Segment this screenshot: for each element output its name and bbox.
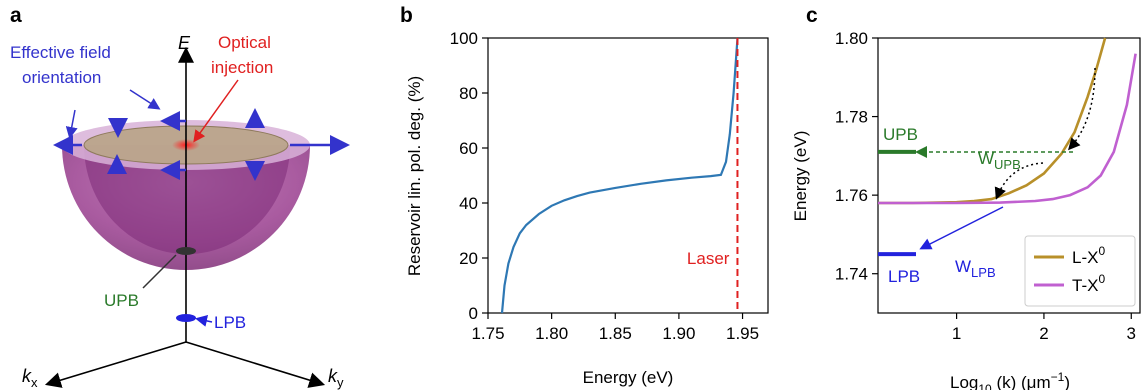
legend-label-l-x0: L-X0 [1072, 244, 1105, 267]
panel-b: b 1.75 1.80 1.85 1.90 1.95 0 20 40 60 80 100 Laser… [400, 4, 769, 387]
relax-arrow-upper [1068, 67, 1096, 151]
optical-label-line2: injection [211, 58, 273, 77]
plot-b-ytick-label: 60 [459, 139, 478, 158]
laser-label: Laser [687, 249, 730, 268]
plot-c-series-t-x0 [878, 53, 1137, 205]
inner-bowl-shape [84, 145, 290, 255]
plot-b-ytick-label: 100 [450, 29, 478, 48]
upb-dot [176, 247, 196, 255]
plot-c-ytick-label: 1.76 [835, 186, 868, 205]
kx-axis [44, 341, 187, 388]
plot-b-ytick-label: 0 [469, 304, 478, 323]
upb-label: UPB [104, 291, 139, 310]
plot-c-legend: L-X0 T-X0 [1024, 235, 1136, 307]
panel-b-label: b [400, 4, 413, 27]
panel-a: a E kx ky [10, 4, 350, 390]
plot-c-ytick-label: 1.80 [835, 29, 868, 48]
field-arrows [53, 108, 350, 181]
lpb-dot [176, 314, 196, 322]
plot-c-xlabel: Log10 (k) (μm−1) [950, 370, 1070, 390]
lpb-label: LPB [214, 313, 246, 332]
w-lpb-arrow [919, 206, 1004, 250]
ky-axis [185, 341, 326, 388]
ky-label: ky [328, 366, 344, 390]
plot-c-ytick-label: 1.74 [835, 265, 868, 284]
plot-b-xtick-label: 1.90 [662, 324, 695, 343]
plot-c-xtick-label: 3 [1127, 324, 1136, 343]
plot-b-ytick-label: 40 [459, 194, 478, 213]
plot-b-xtick-label: 1.85 [599, 324, 632, 343]
optical-label-line1: Optical [218, 33, 271, 52]
effective-field-label-line1: Effective field [10, 43, 111, 62]
legend-label-t-x0: T-X0 [1072, 272, 1105, 295]
relax-arrow-lower [994, 162, 1044, 200]
kx-label: kx [22, 366, 38, 390]
plot-b-xtick-label: 1.80 [535, 324, 568, 343]
plot-c-frame [877, 37, 1141, 314]
injection-pointer-arrow [193, 79, 239, 143]
legend-box [1024, 235, 1136, 307]
c-lpb-label: LPB [888, 267, 920, 286]
plot-b-xlabel: Energy (eV) [583, 368, 674, 387]
field-pointer-arrow-right [129, 89, 161, 110]
plot-b-ytick-label: 20 [459, 249, 478, 268]
plot-b-xtick-label: 1.95 [726, 324, 759, 343]
upb-pointer [142, 254, 177, 289]
plot-c-ylabel: Energy (eV) [791, 131, 810, 222]
plot-b-series-line [500, 37, 739, 314]
plot-b-ylabel: Reservoir lin. pol. deg. (%) [405, 76, 424, 276]
w-lpb-label: WLPB [955, 257, 996, 280]
plot-c-xtick-label: 1 [952, 324, 961, 343]
plot-b-xtick-label: 1.75 [471, 324, 504, 343]
effective-field-label-line2: orientation [22, 68, 101, 87]
field-pointer-arrow-left [65, 109, 78, 139]
plot-c-ytick-label: 1.78 [835, 108, 868, 127]
lpb-pointer [195, 315, 213, 327]
energy-axis-label: E [178, 33, 191, 53]
w-upb-label: WUPB [978, 149, 1021, 172]
plot-b-frame [487, 37, 769, 314]
panel-c: c 1 2 31.741.761.781.80 WUPB WLPB UPB LPB … [791, 4, 1141, 390]
panel-a-label: a [10, 4, 22, 27]
plot-c-xtick-label: 2 [1039, 324, 1048, 343]
plot-c-series-l-x0 [878, 37, 1107, 205]
plot-b-ytick-label: 80 [459, 84, 478, 103]
panel-c-label: c [806, 4, 818, 27]
c-upb-label: UPB [883, 125, 918, 144]
